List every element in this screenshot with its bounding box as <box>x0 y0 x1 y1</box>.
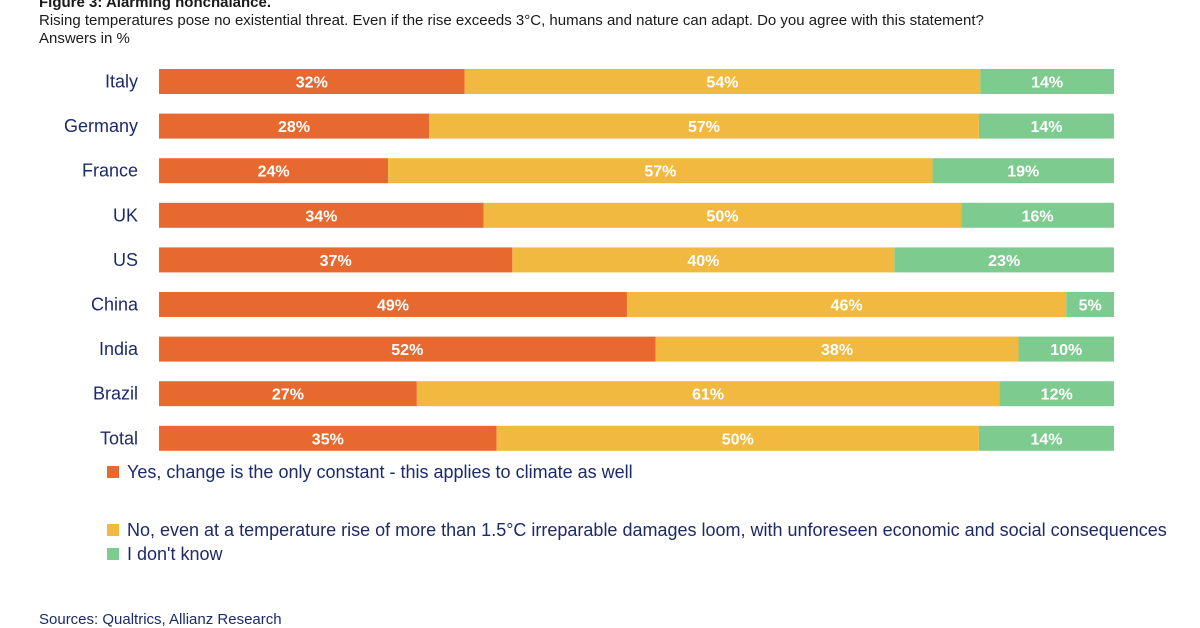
chart-header: Figure 3: Alarming nonchalance. Rising t… <box>39 0 1179 48</box>
data-label: 19% <box>1007 164 1039 181</box>
category-label: Germany <box>64 116 138 136</box>
bar-segment-yes <box>159 202 484 228</box>
category-label: US <box>113 250 138 270</box>
legend-label-yes: Yes, change is the only constant - this … <box>127 462 633 482</box>
bar-segment-dontknow <box>978 113 1114 139</box>
data-label: 14% <box>1030 431 1062 448</box>
data-label: 38% <box>821 342 853 359</box>
data-label: 5% <box>1079 298 1102 315</box>
bar-segment-no <box>655 336 1019 362</box>
data-label: 27% <box>272 387 304 404</box>
bar-segment-yes <box>159 247 513 273</box>
category-label: France <box>82 161 138 181</box>
bar-segment-no <box>483 202 962 228</box>
category-label: Italy <box>105 72 138 92</box>
data-label: 16% <box>1022 208 1054 225</box>
bar-segment-no <box>416 381 1000 407</box>
bar-segment-yes <box>159 113 430 139</box>
bar-segment-no <box>496 425 979 451</box>
data-label: 61% <box>692 387 724 404</box>
bar-segment-no <box>388 158 933 184</box>
bar-segment-yes <box>159 69 465 94</box>
data-label: 24% <box>258 164 290 181</box>
bar-segment-yes <box>159 336 656 362</box>
data-label: 28% <box>278 119 310 136</box>
bar-segment-dontknow <box>978 425 1114 451</box>
units-note: Answers in % <box>39 30 130 47</box>
legend-item-dontknow: I don't know <box>107 542 1167 566</box>
data-label: 50% <box>706 208 738 225</box>
legend-swatch-no <box>107 524 119 536</box>
data-label: 14% <box>1031 75 1063 92</box>
legend-swatch-dontknow <box>107 548 119 560</box>
legend-swatch-yes <box>107 466 119 478</box>
data-label: 52% <box>391 342 423 359</box>
data-label: 32% <box>296 75 328 92</box>
data-label: 14% <box>1030 119 1062 136</box>
source-note: Sources: Qualtrics, Allianz Research <box>39 611 282 628</box>
bar-segment-dontknow <box>894 247 1114 273</box>
bar-segment-no <box>429 113 979 139</box>
bar-segment-no <box>626 292 1067 317</box>
category-label: Brazil <box>93 384 138 404</box>
bar-segment-dontknow <box>1018 336 1114 362</box>
category-label: China <box>91 295 139 315</box>
data-label: 34% <box>305 208 337 225</box>
data-label: 12% <box>1041 387 1073 404</box>
chart-subtitle: Rising temperatures pose no existential … <box>39 12 984 29</box>
legend: Yes, change is the only constant - this … <box>107 460 1167 566</box>
bar-segment-dontknow <box>932 158 1114 184</box>
data-label: 50% <box>722 431 754 448</box>
bar-segment-no <box>512 247 895 273</box>
bar-segment-yes <box>159 292 627 317</box>
legend-label-dontknow: I don't know <box>127 544 223 564</box>
data-label: 54% <box>706 75 738 92</box>
bar-segment-yes <box>159 381 417 407</box>
data-label: 37% <box>320 253 352 270</box>
legend-item-no: No, even at a temperature rise of more t… <box>107 518 1167 542</box>
data-label: 40% <box>687 253 719 270</box>
data-label: 57% <box>644 164 676 181</box>
bar-segment-dontknow <box>999 381 1114 407</box>
bar-segment-yes <box>159 425 497 451</box>
category-label: Total <box>100 428 138 448</box>
data-label: 57% <box>688 119 720 136</box>
data-label: 23% <box>988 253 1020 270</box>
bar-segment-dontknow <box>1066 292 1114 317</box>
stacked-bar-chart: Italy 32% 54% 14% Germany 28% 57% 14% France 24% 5… <box>64 69 1114 451</box>
bar-segment-yes <box>159 158 389 184</box>
data-label: 35% <box>312 431 344 448</box>
legend-label-no: No, even at a temperature rise of more t… <box>127 520 1167 540</box>
bar-segment-no <box>464 69 981 94</box>
figure-title: Figure 3: Alarming nonchalance. <box>39 0 271 11</box>
data-label: 10% <box>1050 342 1082 359</box>
data-label: 46% <box>831 298 863 315</box>
legend-item-yes: Yes, change is the only constant - this … <box>107 460 1167 518</box>
data-label: 49% <box>377 298 409 315</box>
bar-segment-dontknow <box>961 202 1114 228</box>
category-label: India <box>99 339 139 359</box>
bar-segment-dontknow <box>980 69 1114 94</box>
category-label: UK <box>113 205 138 225</box>
